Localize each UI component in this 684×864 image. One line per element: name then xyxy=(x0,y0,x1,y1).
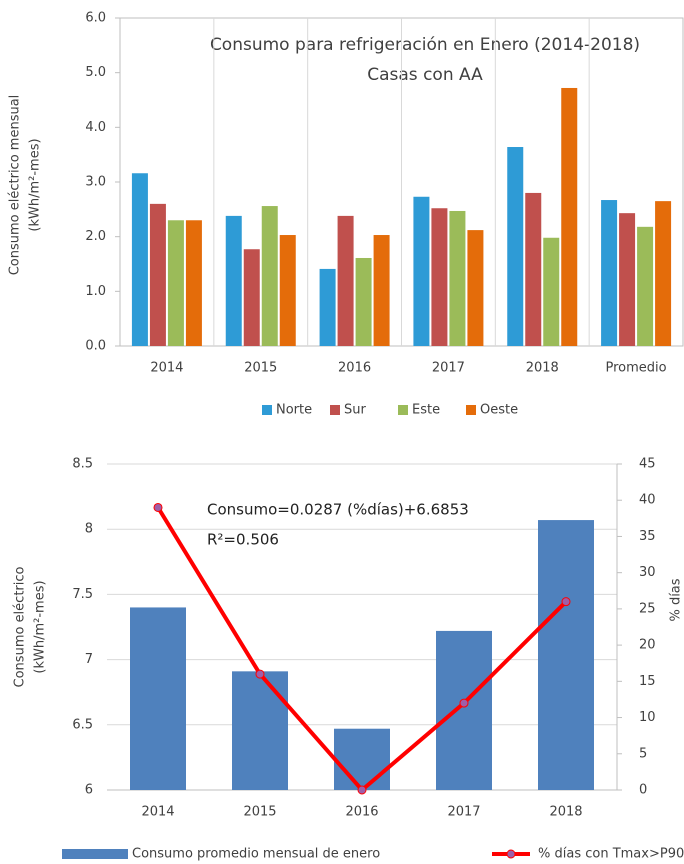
marker xyxy=(459,698,469,708)
bar xyxy=(619,213,636,346)
y-tick-label: 3.0 xyxy=(85,175,106,190)
bar xyxy=(130,607,186,790)
bar xyxy=(261,206,278,346)
y-axis-label: Consumo eléctrico xyxy=(13,566,28,687)
bar xyxy=(337,215,354,346)
bar xyxy=(167,220,184,346)
marker xyxy=(357,785,367,795)
y2-tick-label: 40 xyxy=(639,493,656,508)
x-tick-label: 2015 xyxy=(244,361,277,376)
bar xyxy=(637,226,654,346)
legend-label: Consumo promedio mensual de enero xyxy=(132,847,380,862)
x-tick-label: 2015 xyxy=(243,805,276,820)
y-tick-label: 6.0 xyxy=(85,11,106,26)
x-tick-label: 2018 xyxy=(549,805,582,820)
y2-tick-label: 35 xyxy=(639,529,656,544)
bar xyxy=(561,87,578,347)
y2-tick-label: 30 xyxy=(639,565,656,580)
y2-tick-label: 10 xyxy=(639,710,656,725)
bar xyxy=(601,200,618,346)
bar xyxy=(232,671,288,790)
bar xyxy=(355,257,372,346)
y2-tick-label: 15 xyxy=(639,674,656,689)
x-tick-label: 2016 xyxy=(345,805,378,820)
legend-label: Oeste xyxy=(480,403,518,418)
bar xyxy=(467,230,484,346)
y-tick-label: 1.0 xyxy=(85,284,106,299)
bar xyxy=(507,147,524,346)
x-tick-label: Promedio xyxy=(606,361,667,376)
bar xyxy=(185,220,202,346)
legend-swatch xyxy=(62,849,128,859)
x-tick-label: 2017 xyxy=(432,361,465,376)
bar xyxy=(655,201,672,346)
y2-tick-label: 25 xyxy=(639,601,656,616)
annotation: Consumo=0.0287 (%días)+6.6853 xyxy=(207,501,469,519)
bar xyxy=(319,268,336,346)
bar xyxy=(225,215,242,346)
bar xyxy=(436,630,492,790)
y-tick-label: 7.5 xyxy=(72,587,93,602)
y-tick-label: 4.0 xyxy=(85,120,106,135)
marker xyxy=(561,597,571,607)
legend-label: Norte xyxy=(276,403,312,418)
y-axis-label: (kWh/m²-mes) xyxy=(28,138,43,231)
legend-swatch xyxy=(330,405,340,415)
y-tick-label: 0.0 xyxy=(85,339,106,354)
y-tick-label: 7 xyxy=(85,652,93,667)
bar xyxy=(279,235,296,346)
bar xyxy=(525,192,542,346)
bar xyxy=(431,208,448,346)
x-tick-label: 2014 xyxy=(141,805,174,820)
legend-swatch xyxy=(506,849,516,859)
x-tick-label: 2014 xyxy=(150,361,183,376)
bar xyxy=(413,196,430,346)
x-tick-label: 2017 xyxy=(447,805,480,820)
y2-tick-label: 0 xyxy=(639,783,647,798)
legend-swatch xyxy=(262,405,272,415)
bar xyxy=(243,249,260,346)
y-axis-label: (kWh/m²-mes) xyxy=(33,580,48,673)
legend-swatch xyxy=(466,405,476,415)
x-tick-label: 2018 xyxy=(526,361,559,376)
bar xyxy=(543,237,560,346)
y-tick-label: 2.0 xyxy=(85,229,106,244)
y-tick-label: 8 xyxy=(85,522,93,537)
y-tick-label: 8.5 xyxy=(72,457,93,472)
y-axis-label: Consumo eléctrico mensual xyxy=(8,95,23,276)
y-tick-label: 6 xyxy=(85,783,93,798)
legend-label: Sur xyxy=(344,403,366,418)
bar xyxy=(149,203,166,346)
y2-axis-label: % días xyxy=(669,578,684,621)
legend-swatch xyxy=(398,405,408,415)
bar xyxy=(373,235,390,346)
bar xyxy=(334,728,390,790)
y2-tick-label: 45 xyxy=(639,457,656,472)
y2-tick-label: 20 xyxy=(639,638,656,653)
marker xyxy=(255,669,265,679)
chart-subtitle: Casas con AA xyxy=(367,65,483,85)
bar xyxy=(449,210,466,346)
marker xyxy=(153,502,163,512)
x-tick-label: 2016 xyxy=(338,361,371,376)
y2-tick-label: 5 xyxy=(639,746,647,761)
legend-label: Este xyxy=(412,403,440,418)
y-tick-label: 5.0 xyxy=(85,65,106,80)
legend-label: % días con Tmax>P90 xyxy=(538,847,684,862)
chart-title: Consumo para refrigeración en Enero (201… xyxy=(210,35,640,55)
y-tick-label: 6.5 xyxy=(72,717,93,732)
annotation: R²=0.506 xyxy=(207,531,279,549)
bar xyxy=(538,520,594,790)
bar xyxy=(131,173,148,346)
